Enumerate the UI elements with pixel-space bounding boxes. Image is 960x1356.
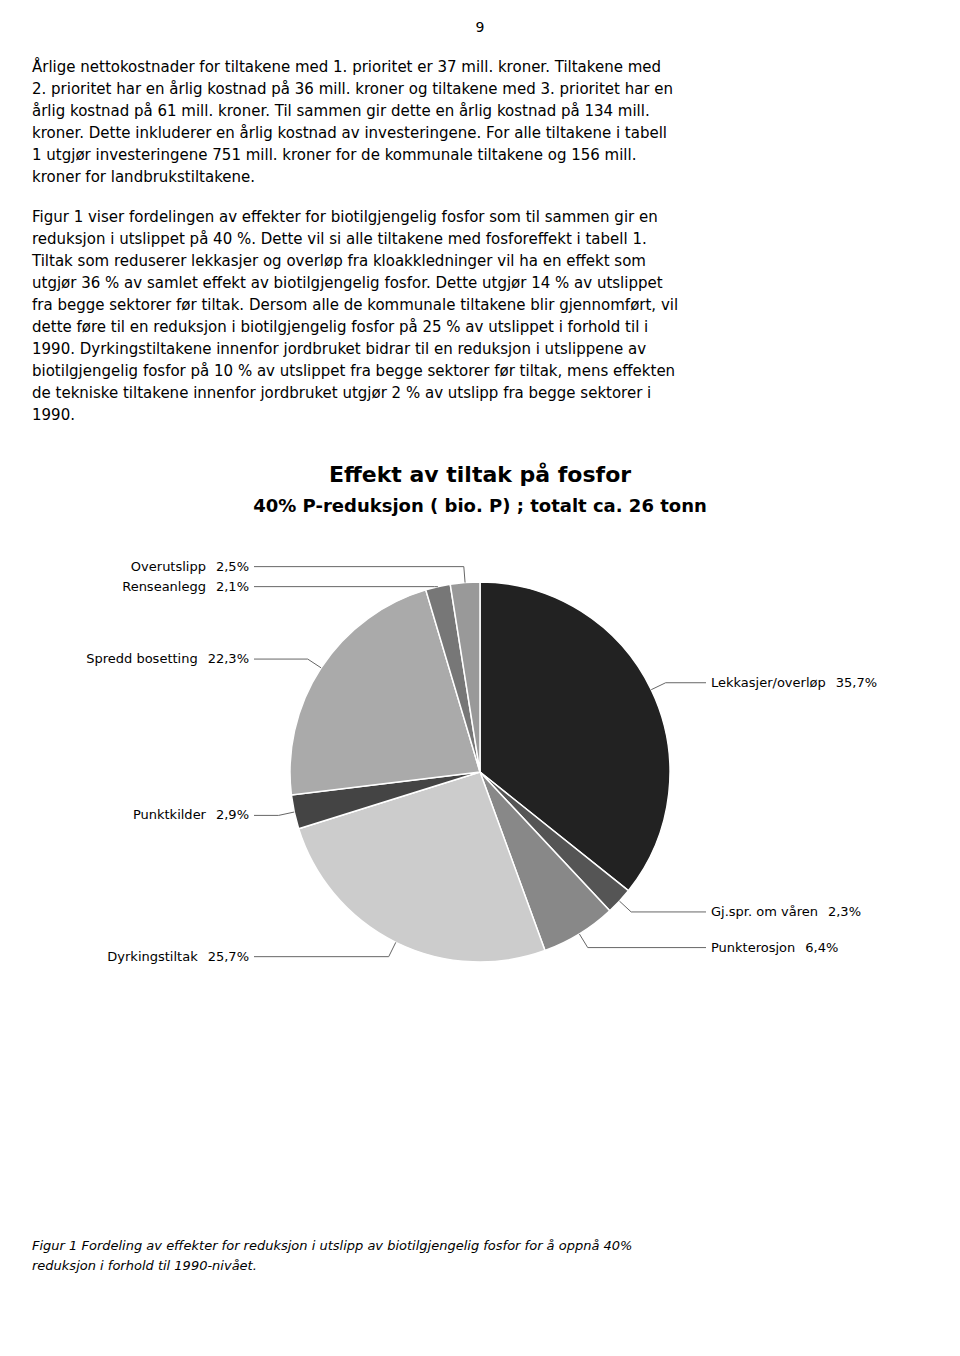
body-text: årlig kostnad på 61 mill. kroner. Til sa… (32, 102, 650, 120)
category-label: Punktkilder (133, 807, 207, 822)
pie (290, 582, 670, 962)
chart-subtitle: 40% P-reduksjon ( bio. P) ; totalt ca. 2… (253, 495, 707, 516)
slice-label: Lekkasjer/overløp 35,7% (711, 675, 877, 690)
data-label: 22,3% (208, 651, 249, 666)
leader-line (254, 659, 321, 668)
data-label: 25,7% (208, 949, 249, 964)
leader-line (619, 901, 706, 912)
body-text: biotilgjengelig fosfor på 10 % av utslip… (32, 362, 675, 380)
slice-label: Punkterosjon 6,4% (711, 940, 838, 955)
slice-label: Spredd bosetting 22,3% (86, 651, 249, 666)
leader-line (579, 934, 706, 948)
body-text: 1990. (32, 406, 75, 424)
body-text: 1 utgjør investeringene 751 mill. kroner… (32, 146, 636, 164)
chart-title: Effekt av tiltak på fosfor (329, 462, 631, 487)
data-label: 2,1% (216, 579, 249, 594)
data-label: 2,9% (216, 807, 249, 822)
category-label: Dyrkingstiltak (107, 949, 198, 964)
data-label: 35,7% (836, 675, 877, 690)
page-number: 9 (476, 19, 485, 35)
body-text: fra begge sektorer før tiltak. Dersom al… (32, 296, 678, 314)
category-label: Lekkasjer/overløp (711, 675, 826, 690)
page: 9 Årlige nettokostnader for tiltakene med… (0, 0, 960, 1356)
slice-label: Gj.spr. om våren 2,3% (711, 904, 861, 919)
body-text: kroner. Dette inkluderer en årlig kostna… (32, 124, 667, 142)
category-label: Renseanlegg (122, 579, 206, 594)
body-text: 1990. Dyrkingstiltakene innenfor jordbru… (32, 340, 646, 358)
leader-line (254, 586, 438, 587)
body-text: Årlige nettokostnader for tiltakene med … (32, 57, 661, 76)
body-text: Tiltak som reduserer lekkasjer og overlø… (31, 252, 646, 270)
body-text: utgjør 36 % av samlet effekt av biotilgj… (32, 274, 663, 292)
pie-slice (450, 582, 480, 772)
leader-line (254, 942, 396, 956)
labels: Lekkasjer/overløp 35,7% Gj.spr. om våren 2,… (86, 559, 877, 964)
caption: Figur 1 Fordeling av effekter for reduks… (32, 1238, 632, 1253)
category-label: Gj.spr. om våren (711, 904, 818, 919)
slice-label: Overutslipp 2,5% (131, 559, 249, 574)
leader-line (651, 683, 706, 690)
caption: reduksjon i forhold til 1990-nivået. (32, 1258, 257, 1273)
body-text: dette føre til en reduksjon i biotilgjen… (32, 318, 648, 336)
body-text: de tekniske tiltakene innenfor jordbruke… (32, 384, 651, 402)
leader-line (254, 812, 294, 815)
category-label: Spredd bosetting (86, 651, 197, 666)
data-label: 2,3% (828, 904, 861, 919)
body-text: 2. prioritet har en årlig kostnad på 36 … (32, 80, 673, 98)
data-label: 2,5% (216, 559, 249, 574)
category-label: Overutslipp (131, 559, 206, 574)
body-text: kroner for landbrukstiltakene. (32, 168, 255, 186)
slice-label: Renseanlegg 2,1% (122, 579, 249, 594)
category-label: Punkterosjon (711, 940, 795, 955)
leader-line (254, 567, 465, 583)
slice-label: Punktkilder 2,9% (133, 807, 249, 822)
data-label: 6,4% (805, 940, 838, 955)
body-text: reduksjon i utslippet på 40 %. Dette vil… (32, 230, 647, 248)
slice-label: Dyrkingstiltak 25,7% (107, 949, 249, 964)
body-text: Figur 1 viser fordelingen av effekter fo… (32, 208, 658, 226)
